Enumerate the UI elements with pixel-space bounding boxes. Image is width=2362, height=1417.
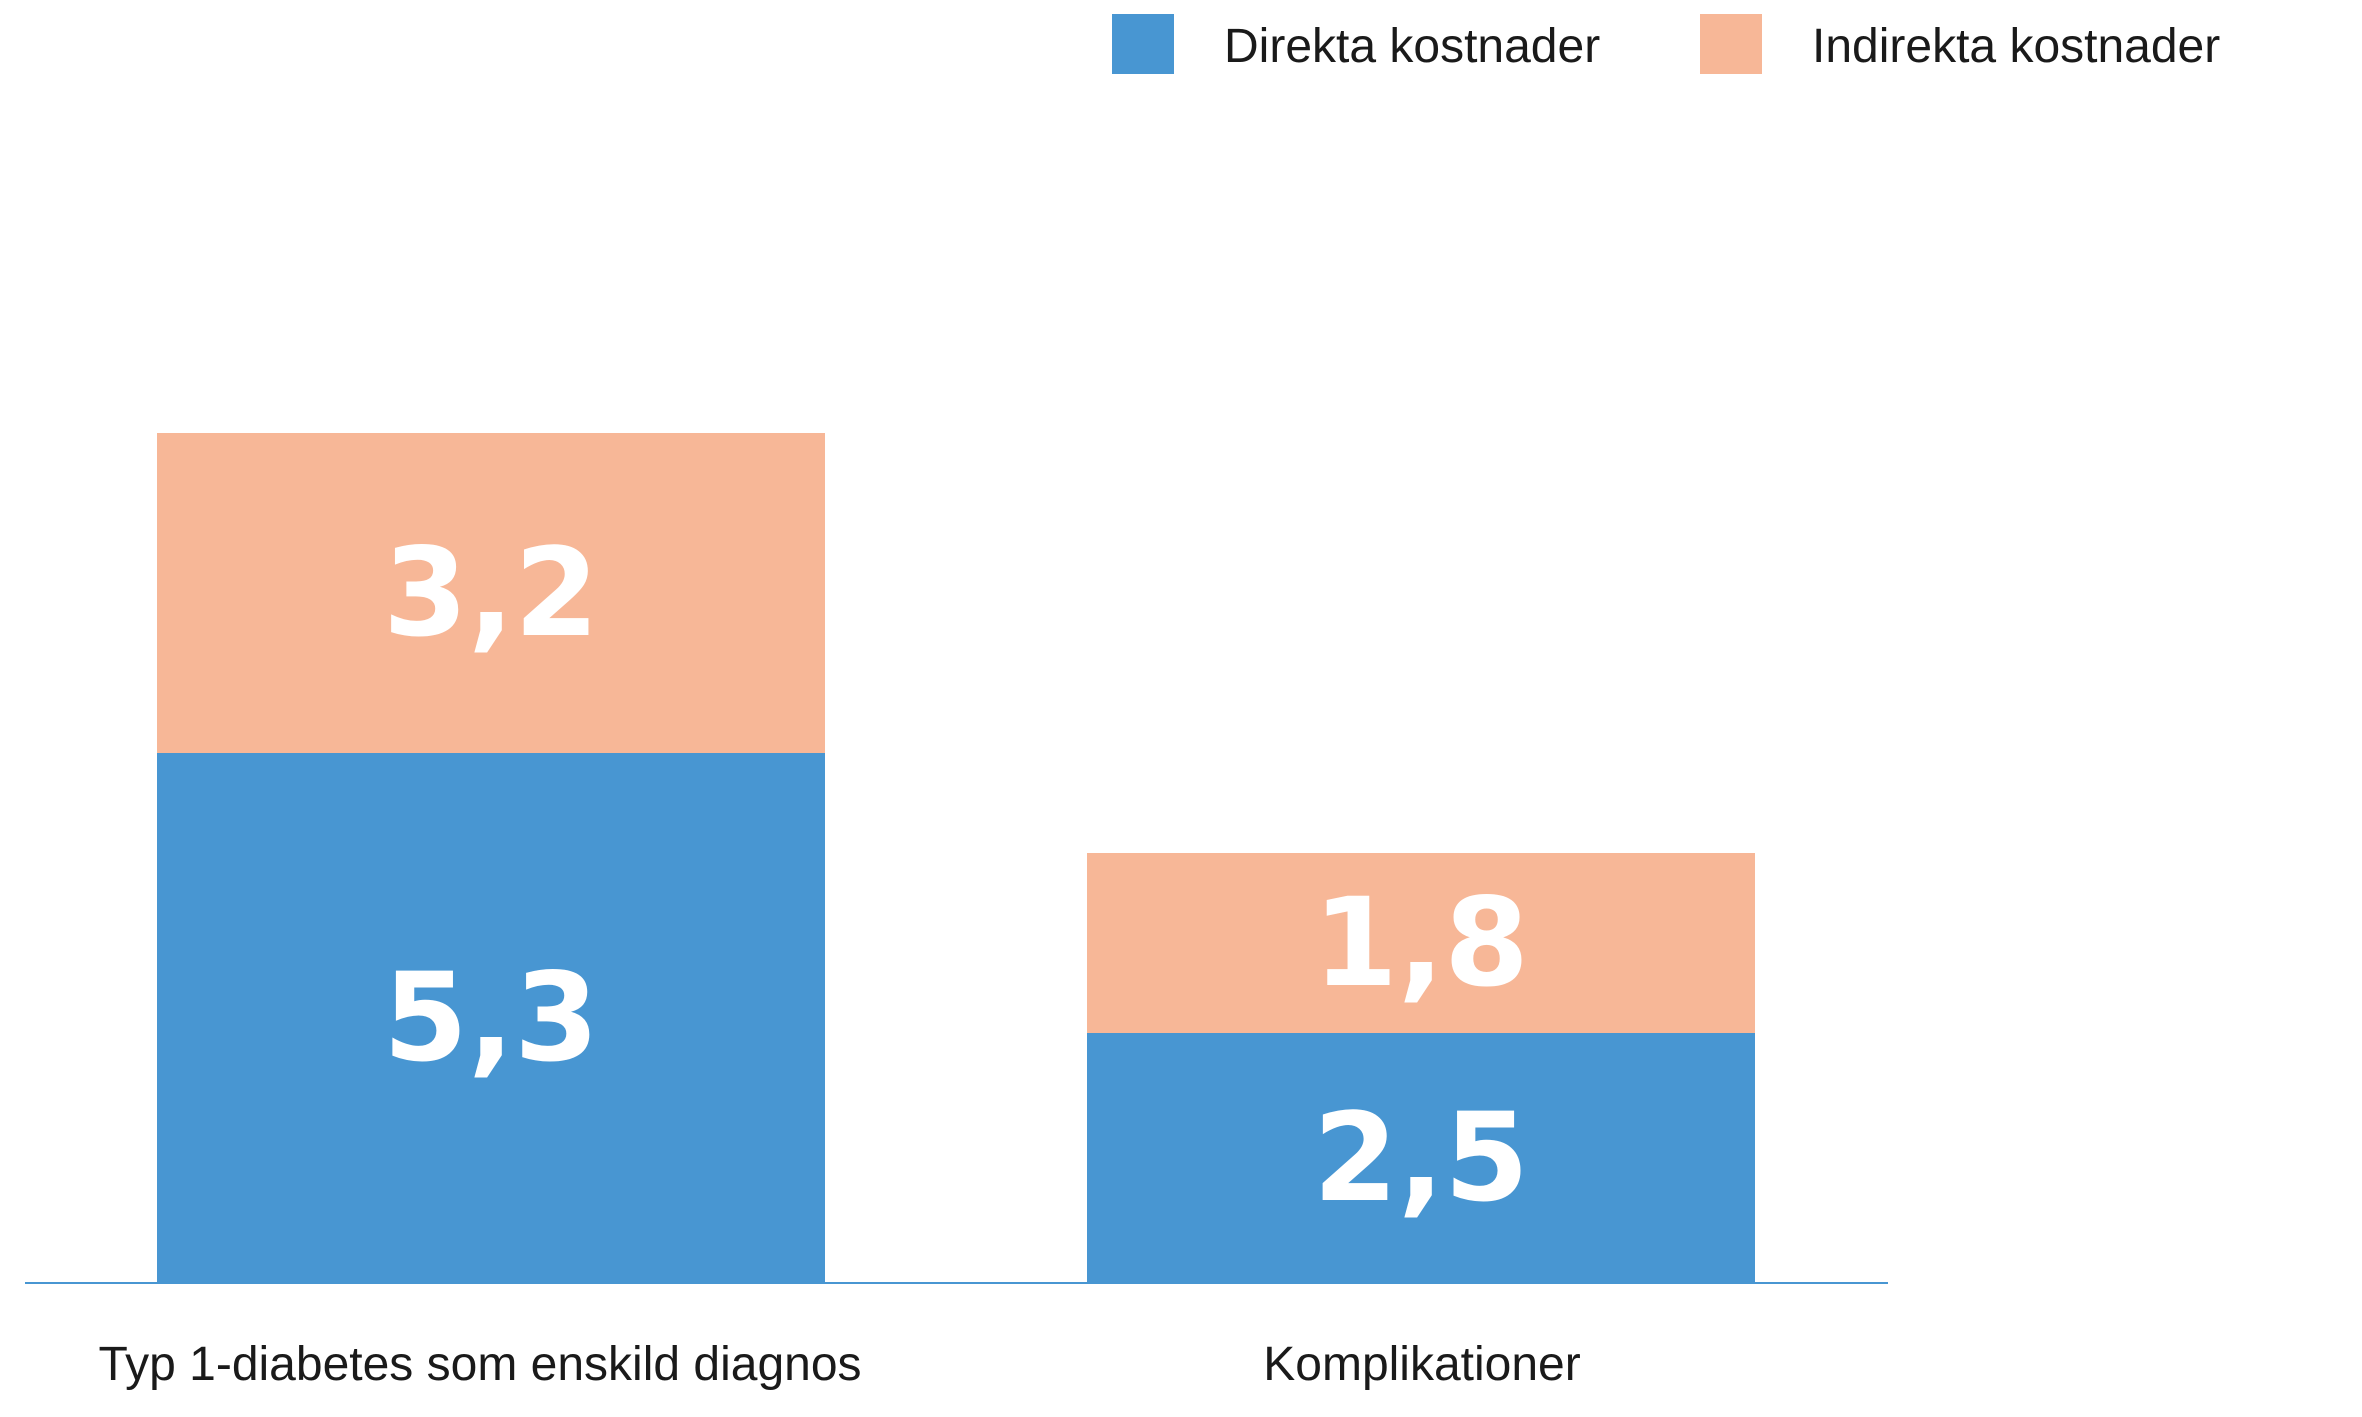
legend-label-direct: Direkta kostnader (1224, 20, 1600, 73)
legend-label-indirect: Indirekta kostnader (1812, 20, 2220, 73)
bar-segment-direct-1 (157, 753, 825, 1283)
data-label-direct-1: 5,3 (383, 947, 599, 1089)
category-label-1: Typ 1-diabetes som enskild diagnos (98, 1338, 861, 1391)
data-label-direct-2: 2,5 (1313, 1087, 1529, 1229)
value-labels-layer: 5,3 3,2 2,5 1,8 (383, 522, 1529, 1229)
data-label-indirect-2: 1,8 (1313, 872, 1529, 1014)
legend: Direkta kostnader Indirekta kostnader (1112, 14, 2220, 74)
bar-segment-direct-2 (1087, 1033, 1755, 1283)
legend-swatch-indirect (1700, 14, 1762, 74)
category-labels-layer: Typ 1-diabetes som enskild diagnos Kompli… (98, 1338, 1580, 1391)
data-label-indirect-1: 3,2 (383, 522, 599, 664)
bar-segment-indirect-1 (157, 433, 825, 753)
legend-swatch-direct (1112, 14, 1174, 74)
category-label-2: Komplikationer (1263, 1338, 1581, 1391)
bar-segment-indirect-2 (1087, 853, 1755, 1033)
bars-layer (157, 433, 1755, 1283)
